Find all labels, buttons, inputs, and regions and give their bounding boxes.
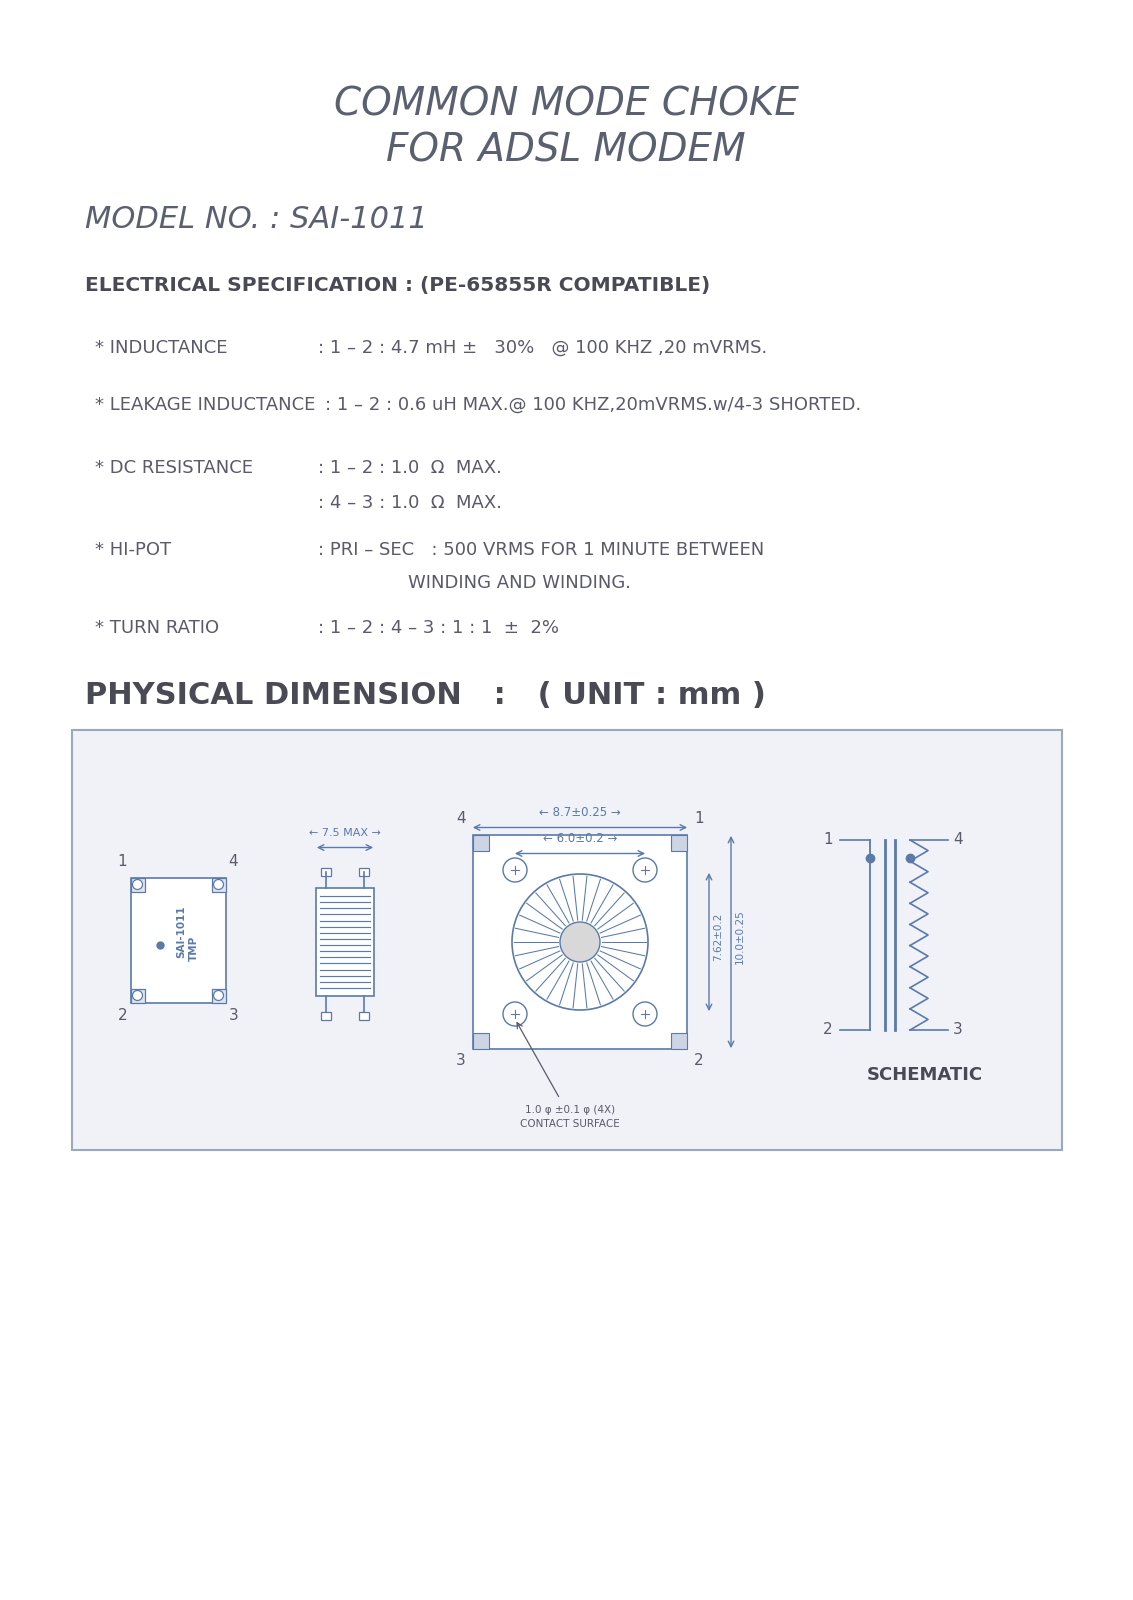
Bar	[212, 877, 225, 891]
Text: * TURN RATIO: * TURN RATIO	[95, 619, 219, 637]
Text: ← 7.5 MAX →: ← 7.5 MAX →	[309, 827, 381, 837]
Circle shape	[560, 922, 600, 962]
Text: 1.0 φ ±0.1 φ (4X): 1.0 φ ±0.1 φ (4X)	[525, 1106, 615, 1115]
Bar	[359, 867, 369, 877]
Text: * HI-POT: * HI-POT	[95, 541, 171, 558]
Text: : 1 – 2 : 1.0  Ω  MAX.: : 1 – 2 : 1.0 Ω MAX.	[318, 459, 502, 477]
Text: * DC RESISTANCE: * DC RESISTANCE	[95, 459, 253, 477]
Bar	[671, 1034, 687, 1050]
Text: PHYSICAL DIMENSION   :   ( UNIT : mm ): PHYSICAL DIMENSION : ( UNIT : mm )	[85, 680, 766, 709]
Text: 1: 1	[118, 853, 127, 869]
Text: : 1 – 2 : 0.6 uH MAX.@ 100 KHZ,20mVRMS.w/4-3 SHORTED.: : 1 – 2 : 0.6 uH MAX.@ 100 KHZ,20mVRMS.w…	[325, 395, 861, 414]
Text: 4: 4	[229, 853, 238, 869]
Text: : 1 – 2 : 4.7 mH ±   30%   @ 100 KHZ ,20 mVRMS.: : 1 – 2 : 4.7 mH ± 30% @ 100 KHZ ,20 mVR…	[318, 339, 767, 357]
Text: 1: 1	[824, 832, 833, 848]
Circle shape	[213, 990, 223, 1000]
Text: 10.0±0.25: 10.0±0.25	[735, 910, 746, 965]
Text: SCHEMATIC: SCHEMATIC	[867, 1066, 983, 1085]
Text: 2: 2	[695, 1053, 704, 1069]
Text: : 4 – 3 : 1.0  Ω  MAX.: : 4 – 3 : 1.0 Ω MAX.	[318, 494, 502, 512]
Text: COMMON MODE CHOKE: COMMON MODE CHOKE	[333, 86, 799, 125]
Text: SAI-1011: SAI-1011	[176, 906, 186, 958]
Text: 3: 3	[229, 1008, 238, 1024]
Bar	[359, 1013, 369, 1021]
Text: 3: 3	[953, 1022, 963, 1037]
Text: ELECTRICAL SPECIFICATION : (PE-65855R COMPATIBLE): ELECTRICAL SPECIFICATION : (PE-65855R CO…	[85, 275, 710, 294]
Text: 2: 2	[824, 1022, 833, 1037]
Text: 4: 4	[457, 811, 466, 826]
Bar	[130, 877, 145, 891]
Bar	[130, 989, 145, 1003]
Text: 4: 4	[953, 832, 963, 848]
Text: 7.62±0.2: 7.62±0.2	[713, 914, 723, 962]
Bar	[130, 877, 225, 1003]
Text: TMP: TMP	[189, 936, 199, 960]
Bar	[316, 888, 374, 995]
Text: : PRI – SEC   : 500 VRMS FOR 1 MINUTE BETWEEN: : PRI – SEC : 500 VRMS FOR 1 MINUTE BETW…	[318, 541, 765, 558]
Bar	[212, 989, 225, 1003]
Text: CONTACT SURFACE: CONTACT SURFACE	[520, 1118, 620, 1130]
Bar	[321, 867, 331, 877]
Text: ← 6.0±0.2 →: ← 6.0±0.2 →	[543, 832, 617, 845]
Text: 3: 3	[457, 1053, 466, 1069]
Circle shape	[133, 880, 143, 890]
Text: 2: 2	[118, 1008, 127, 1024]
Text: : 1 – 2 : 4 – 3 : 1 : 1  ±  2%: : 1 – 2 : 4 – 3 : 1 : 1 ± 2%	[318, 619, 559, 637]
Circle shape	[133, 990, 143, 1000]
Circle shape	[503, 858, 527, 882]
Circle shape	[633, 1002, 657, 1026]
Text: WINDING AND WINDING.: WINDING AND WINDING.	[408, 574, 631, 592]
Text: * INDUCTANCE: * INDUCTANCE	[95, 339, 228, 357]
Circle shape	[633, 858, 657, 882]
Text: ← 8.7±0.25 →: ← 8.7±0.25 →	[539, 805, 621, 819]
Text: FOR ADSL MODEM: FOR ADSL MODEM	[386, 131, 746, 170]
Bar	[73, 730, 1062, 1150]
Text: 1: 1	[695, 811, 704, 826]
Circle shape	[213, 880, 223, 890]
Text: MODEL NO. : SAI-1011: MODEL NO. : SAI-1011	[85, 205, 428, 235]
Bar	[472, 835, 687, 1050]
Bar	[671, 835, 687, 851]
Circle shape	[503, 1002, 527, 1026]
Circle shape	[512, 874, 648, 1010]
Bar	[321, 1013, 331, 1021]
Text: * LEAKAGE INDUCTANCE: * LEAKAGE INDUCTANCE	[95, 395, 315, 414]
Bar	[472, 1034, 489, 1050]
Bar	[472, 835, 489, 851]
